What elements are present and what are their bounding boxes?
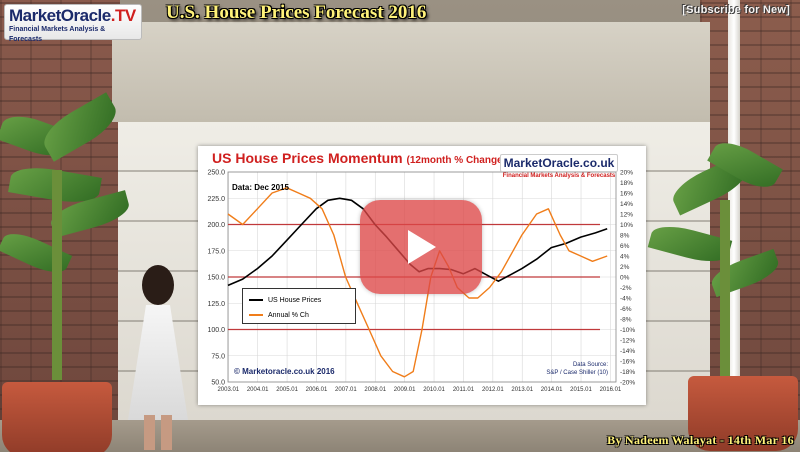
banana-plant-right bbox=[647, 134, 783, 410]
play-button[interactable] bbox=[360, 200, 482, 294]
chart-logo-tagline: Financial Markets Analysis & Forecasts bbox=[502, 173, 616, 179]
left-tick-label: 50.0 bbox=[211, 380, 225, 387]
legend-item-annual-change: Annual % Ch bbox=[249, 309, 309, 321]
right-tick-label: -6% bbox=[620, 306, 632, 313]
chart-logo: MarketOracle.co.uk Financial Markets Ana… bbox=[500, 154, 618, 180]
garage-lintel bbox=[112, 22, 710, 122]
right-tick-label: 12% bbox=[620, 212, 633, 219]
x-tick-label: 2013.01 bbox=[511, 387, 533, 393]
author-credit: By Nadeem Walayat - 14th Mar 16 bbox=[607, 433, 794, 447]
banana-plant-left bbox=[0, 92, 133, 380]
play-icon bbox=[408, 230, 436, 264]
right-tick-label: -14% bbox=[620, 348, 635, 355]
x-tick-label: 2011.01 bbox=[453, 387, 475, 393]
chart-logo-name: MarketOracle.co.uk bbox=[500, 154, 618, 172]
x-tick-label: 2004.01 bbox=[247, 387, 269, 393]
chart-date-note: Data: Dec 2015 bbox=[232, 183, 289, 192]
right-tick-label: -4% bbox=[620, 296, 632, 303]
legend-item-house-prices: US House Prices bbox=[249, 294, 321, 306]
left-tick-label: 250.0 bbox=[207, 170, 225, 177]
x-tick-label: 2009.01 bbox=[394, 387, 416, 393]
x-tick-label: 2015.01 bbox=[570, 387, 592, 393]
x-tick-label: 2003.01 bbox=[217, 387, 239, 393]
right-tick-label: -18% bbox=[620, 369, 635, 376]
brand-name: MarketOracle.TV bbox=[9, 6, 136, 25]
downpipe bbox=[728, 0, 740, 452]
left-tick-label: 175.0 bbox=[207, 248, 225, 255]
chart-title: US House Prices Momentum (12month % Chan… bbox=[212, 150, 506, 166]
series-line-annual-change bbox=[227, 187, 608, 378]
driveway bbox=[0, 420, 800, 452]
right-tick-label: 18% bbox=[620, 180, 633, 187]
x-tick-label: 2010.01 bbox=[423, 387, 445, 393]
right-tick-label: 16% bbox=[620, 191, 633, 198]
x-tick-label: 2006.01 bbox=[306, 387, 328, 393]
left-tick-label: 75.0 bbox=[211, 353, 225, 360]
x-tick-label: 2007.01 bbox=[335, 387, 357, 393]
right-tick-label: 4% bbox=[620, 254, 630, 261]
marketoracle-tv-logo[interactable]: MarketOracle.TV Financial Markets Analys… bbox=[4, 4, 142, 43]
x-tick-label: 2005.01 bbox=[276, 387, 298, 393]
left-tick-label: 150.0 bbox=[207, 275, 225, 282]
left-tick-label: 125.0 bbox=[207, 301, 225, 308]
right-tick-label: 6% bbox=[620, 243, 630, 250]
chart-legend: US House Prices Annual % Ch bbox=[242, 288, 356, 324]
right-tick-label: -8% bbox=[620, 317, 632, 324]
video-title: U.S. House Prices Forecast 2016 bbox=[166, 2, 427, 23]
left-tick-label: 200.0 bbox=[207, 222, 225, 229]
left-tick-label: 100.0 bbox=[207, 327, 225, 334]
brand-tagline: Financial Markets Analysis & Forecasts bbox=[9, 26, 106, 43]
x-tick-label: 2014.01 bbox=[541, 387, 563, 393]
x-tick-label: 2016.01 bbox=[600, 387, 622, 393]
right-tick-label: 0% bbox=[620, 275, 630, 282]
right-tick-label: -2% bbox=[620, 285, 632, 292]
right-tick-label: 2% bbox=[620, 264, 630, 271]
child-figure bbox=[120, 265, 195, 450]
right-tick-label: -16% bbox=[620, 359, 635, 366]
left-tick-label: 225.0 bbox=[207, 196, 225, 203]
planter-pot-left bbox=[2, 382, 112, 452]
chart-source: Data Source: S&P / Case Shiller (10) bbox=[546, 362, 608, 376]
right-tick-label: 10% bbox=[620, 222, 633, 229]
x-tick-label: 2008.01 bbox=[364, 387, 386, 393]
chart-copyright: © Marketoracle.co.uk 2016 bbox=[234, 367, 335, 376]
right-tick-label: -12% bbox=[620, 338, 635, 345]
right-tick-label: 20% bbox=[620, 170, 633, 177]
right-tick-label: -20% bbox=[620, 380, 635, 387]
right-tick-label: 14% bbox=[620, 201, 633, 208]
chart-subtitle: (12month % Change) bbox=[406, 155, 506, 166]
x-tick-label: 2012.01 bbox=[482, 387, 504, 393]
subscribe-link[interactable]: [Subscribe for New] bbox=[682, 4, 790, 16]
right-tick-label: 8% bbox=[620, 233, 630, 240]
right-tick-label: -10% bbox=[620, 327, 635, 334]
planter-pot-right bbox=[688, 376, 798, 451]
